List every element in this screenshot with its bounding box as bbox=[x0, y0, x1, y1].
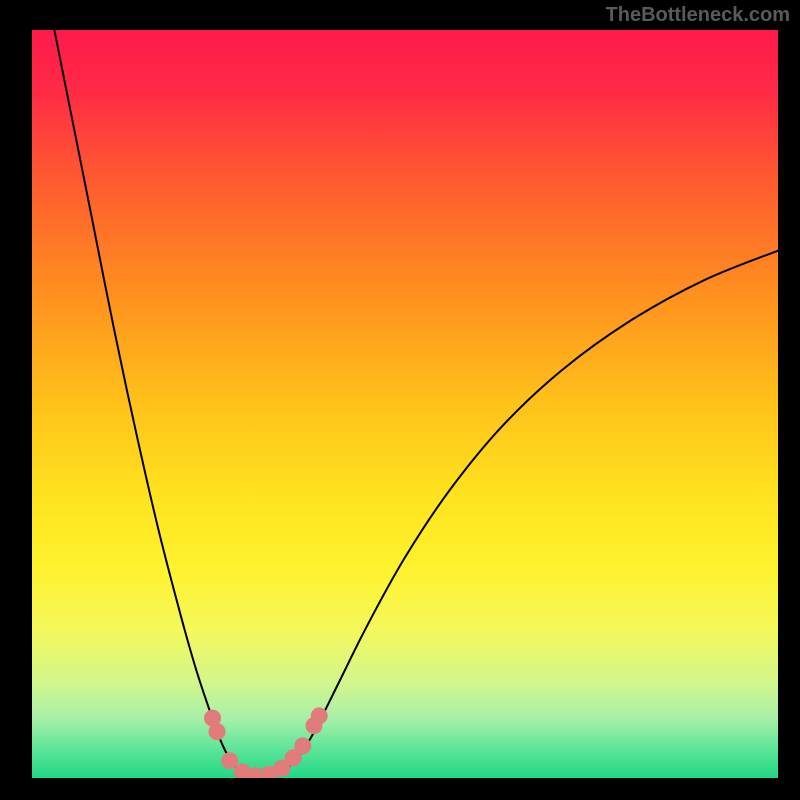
chart-frame: TheBottleneck.com bbox=[0, 0, 800, 800]
watermark-text: TheBottleneck.com bbox=[606, 4, 790, 27]
marker-point bbox=[295, 738, 311, 754]
plot-area bbox=[32, 30, 778, 778]
marker-point bbox=[222, 753, 238, 769]
curve-left bbox=[54, 30, 255, 777]
marker-point bbox=[209, 724, 225, 740]
marker-point bbox=[311, 708, 327, 724]
curve-right bbox=[256, 251, 778, 777]
chart-svg bbox=[32, 30, 778, 778]
